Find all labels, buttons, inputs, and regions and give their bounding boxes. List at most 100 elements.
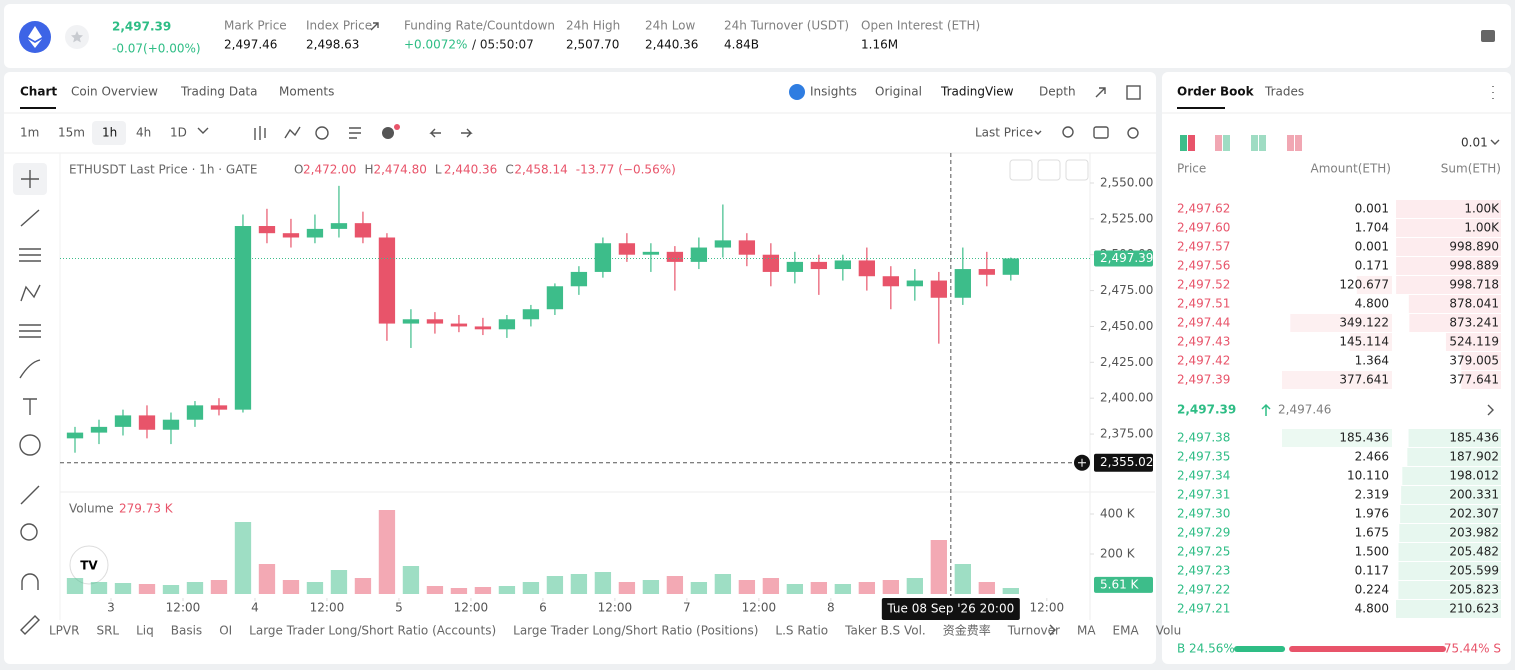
emoji-tool[interactable] [19,434,41,456]
depth-bar [1398,543,1501,561]
interval[interactable]: 1m [20,126,39,140]
ob-amount: 0.171 [1355,259,1389,273]
chart-button[interactable] [1065,159,1089,181]
channel-tool[interactable] [19,248,41,262]
brush-tool[interactable] [19,359,41,379]
chart-button[interactable] [1009,159,1033,181]
magnet-tool[interactable] [21,573,39,590]
indicator-tab[interactable]: Basis [171,624,202,638]
indicator-tab[interactable]: EMA [1113,624,1140,638]
volume-bar [162,585,180,594]
search-icon[interactable] [1062,126,1074,138]
chart-tab[interactable]: Chart [20,85,57,99]
x-tick-label: 12:00 [1030,601,1065,615]
indicator-tab[interactable]: Large Trader Long/Short Ratio (Positions… [513,624,758,638]
indicator-tab[interactable]: Large Trader Long/Short Ratio (Accounts) [249,624,496,638]
chart-tab[interactable]: Trading Data [180,85,258,99]
ob-sum: 873.241 [1449,316,1499,330]
add-icon[interactable] [382,127,394,139]
interval[interactable]: 15m [58,126,85,140]
pen-tool[interactable] [20,615,40,635]
measure-tool[interactable] [20,485,40,505]
candle-type-icon[interactable] [254,126,266,140]
ob-sum: 1.00K [1464,202,1500,216]
ohlc-value: 2,474.80 [373,163,426,177]
indicator-tab[interactable]: MA [1077,624,1096,638]
pattern-tool[interactable] [20,284,41,302]
chart-tab[interactable]: Moments [279,85,334,99]
chevron-icon[interactable] [1487,404,1494,416]
amount-bar [1356,276,1392,294]
ohlc-key: O [294,163,303,177]
chart-tab[interactable]: Coin Overview [71,85,158,99]
indicator-tab[interactable]: Turnover [1007,624,1060,638]
indicator-tab[interactable]: 资金费率 [943,623,991,638]
precision[interactable]: 0.01 [1461,136,1488,150]
ohlc-key: H [364,163,373,177]
layout-icon[interactable] [1295,135,1302,151]
candle-body [426,319,444,324]
volume-bar [354,578,372,594]
indicator-tab[interactable]: Taker B.S Vol. [844,624,926,638]
depth-bar [1461,352,1501,370]
external-link-icon[interactable] [370,22,379,31]
candle-body [546,286,564,310]
ob-price: 2,497.60 [1177,221,1230,235]
redo-icon[interactable] [461,128,473,138]
template-icon[interactable] [349,127,361,139]
dropdown-icon[interactable] [1034,130,1042,135]
view-tab[interactable]: Insights [810,85,857,99]
replay-icon[interactable] [315,126,329,140]
indicator-icon[interactable] [284,126,301,139]
crosshair-tool[interactable] [21,170,39,188]
layout-icon[interactable] [1251,135,1258,151]
layout-icon[interactable] [1223,135,1230,151]
dropdown-icon[interactable] [1490,139,1500,145]
interval[interactable]: 1D [170,126,187,140]
y-tick-label: 2,400.00 [1100,391,1153,405]
ob-sum: 187.902 [1449,450,1499,464]
expand-icon[interactable] [1095,87,1106,98]
candle-body [162,419,180,430]
indicator-tab[interactable]: SRL [96,624,119,638]
undo-icon[interactable] [429,128,441,138]
layout-icon[interactable] [1180,135,1187,151]
ohlc-value: 2,440.36 [444,163,497,177]
ob-amount: 1.675 [1355,526,1389,540]
ob-price: 2,497.31 [1177,488,1230,502]
layout-icon[interactable] [1287,135,1294,151]
indicator-tab[interactable]: L.S Ratio [775,624,828,638]
chart-button[interactable] [1037,159,1061,181]
volume-bar [594,572,612,594]
view-tab[interactable]: TradingView [940,85,1014,99]
volume-bar [498,586,516,594]
line-tool[interactable] [20,209,40,227]
interval[interactable]: 1h [102,126,117,140]
camera-icon[interactable] [1093,126,1109,139]
settings-icon[interactable] [1127,127,1139,139]
zoom-tool[interactable] [20,523,38,541]
ob-tab[interactable]: Trades [1264,85,1304,99]
fib-tool[interactable] [19,324,41,338]
indicator-tab[interactable]: Volu [1156,624,1182,638]
chevron-icon[interactable] [1049,624,1056,636]
indicator-tab[interactable]: LPVR [49,624,79,638]
view-tab[interactable]: Original [875,85,922,99]
indicator-tab[interactable]: OI [219,624,232,638]
layout-icon[interactable] [1215,135,1222,151]
indicator-tab[interactable]: Liq [136,624,154,638]
volume-tag [1094,576,1153,593]
ob-tab[interactable]: Order Book [1177,85,1255,99]
stat-label: 24h Low [645,19,696,33]
layout-icon[interactable] [1188,135,1195,151]
window-icon[interactable] [1126,85,1141,100]
x-tick-label: 5 [395,601,403,615]
view-tab[interactable]: Depth [1039,85,1076,99]
dropdown-icon[interactable] [197,127,209,134]
price-type[interactable]: Last Price [975,126,1033,140]
crosshair-price-label: 2,355.02 [1100,455,1153,469]
interval[interactable]: 4h [136,126,151,140]
text-tool[interactable] [23,398,37,415]
header-menu-icon[interactable] [1481,30,1495,42]
layout-icon[interactable] [1259,135,1266,151]
